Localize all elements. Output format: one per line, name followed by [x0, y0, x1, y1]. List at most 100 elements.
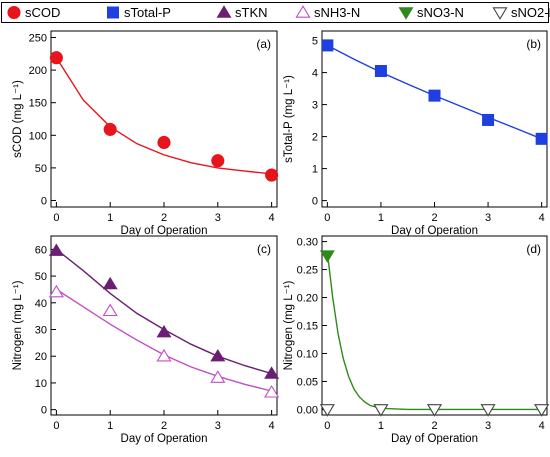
data-point: [535, 132, 548, 145]
x-tick-label: 4: [269, 212, 275, 224]
y-tick-label: 0.20: [297, 293, 318, 305]
data-point: [319, 250, 335, 263]
panel-label: (a): [256, 37, 271, 51]
x-tick-label: 4: [539, 420, 545, 432]
y-axis-label: sTotal-P (mg L⁻¹): [283, 75, 295, 163]
legend: sCOD sTotal-P sTKN sNH3-N sNO3-N sNO2-N: [1, 2, 550, 23]
x-tick-label: 1: [107, 212, 113, 224]
data-point: [264, 366, 280, 379]
y-tick-label: 5: [312, 36, 318, 48]
x-tick-label: 4: [269, 420, 275, 432]
y-tick-label: 50: [35, 271, 47, 283]
x-tick-label: 2: [431, 420, 437, 432]
x-tick-label: 3: [215, 420, 221, 432]
x-tick-label: 1: [378, 420, 384, 432]
chart-panel: 0 1 2 3 4 0 1 2 3 4 5 Day of Operation sTotal-P (mg …: [283, 30, 548, 237]
data-point: [428, 89, 441, 102]
y-tick-label: 0: [312, 196, 318, 208]
y-axis-label: sCOD (mg L⁻¹): [12, 80, 24, 158]
x-axis-label: Day of Operation: [391, 433, 478, 445]
y-tick-label: 200: [29, 65, 47, 77]
x-tick-label: 1: [378, 212, 384, 224]
data-point: [210, 348, 226, 362]
x-tick-label: 2: [431, 212, 437, 224]
chart-panel: 0 1 2 3 4 0.00 0.05 0.10 0.15 0.20 0.25 0.30 Day of …: [283, 235, 550, 445]
data-point: [49, 51, 63, 65]
plot-frame: [50, 30, 278, 208]
legend-frame: [1, 2, 549, 23]
y-tick-label: 250: [29, 33, 47, 45]
y-tick-label: 1: [312, 164, 318, 176]
legend-marker: [216, 5, 232, 18]
data-point: [48, 243, 64, 256]
legend-marker: [7, 5, 21, 20]
x-tick-label: 0: [324, 212, 330, 224]
data-point: [157, 135, 171, 150]
fit-line: [56, 288, 272, 392]
data-point: [103, 122, 117, 136]
legend-label: sCOD: [25, 5, 60, 20]
y-tick-label: 0.00: [297, 404, 318, 416]
x-tick-label: 2: [161, 212, 167, 224]
y-tick-label: 60: [35, 244, 47, 256]
data-point: [102, 303, 118, 317]
data-point: [48, 284, 64, 298]
data-point: [482, 113, 495, 126]
x-tick-label: 3: [485, 420, 491, 432]
y-tick-label: 0.15: [297, 321, 318, 333]
y-tick-label: 20: [35, 351, 47, 363]
legend-label: sNH3-N: [314, 5, 360, 20]
x-tick-label: 1: [107, 420, 113, 432]
y-tick-label: 0.05: [297, 376, 318, 388]
y-axis-label: Nitrogen (mg L⁻¹): [12, 280, 24, 370]
data-point: [102, 276, 118, 290]
data-point: [156, 348, 172, 362]
x-tick-label: 0: [53, 420, 59, 432]
plot-frame: [321, 30, 548, 208]
y-tick-label: 100: [29, 130, 47, 142]
chart-panel: 0 1 2 3 4 0 50 100 150 200 250 Day of Operation sCOD…: [12, 30, 279, 237]
y-tick-label: 150: [29, 98, 47, 110]
y-tick-label: 2: [312, 132, 318, 144]
panel-label: (c): [257, 242, 271, 256]
data-point: [319, 404, 335, 417]
legend-label: sTotal-P: [124, 5, 171, 20]
y-tick-label: 30: [35, 325, 47, 337]
legend-label: sNO2-N: [511, 5, 550, 20]
data-point: [321, 39, 334, 52]
data-point: [534, 404, 550, 417]
fit-line: [55, 57, 272, 175]
x-tick-label: 0: [324, 420, 330, 432]
data-point: [156, 324, 172, 338]
y-tick-label: 3: [312, 100, 318, 112]
panel-label: (b): [526, 37, 541, 51]
x-tick-label: 2: [161, 420, 167, 432]
x-axis-label: Day of Operation: [121, 433, 208, 445]
data-point: [374, 65, 387, 77]
legend-label: sNO3-N: [417, 5, 464, 20]
y-tick-label: 0.25: [297, 265, 318, 277]
y-tick-label: 0: [41, 405, 47, 417]
fit-line: [326, 252, 542, 411]
x-tick-label: 4: [539, 212, 545, 224]
x-tick-label: 3: [485, 212, 491, 224]
legend-label: sTKN: [235, 5, 268, 20]
legend-marker: [398, 7, 414, 20]
data-point: [211, 154, 225, 168]
y-tick-label: 50: [35, 163, 47, 175]
legend-marker: [107, 6, 119, 19]
y-axis-label: Nitrogen (mg L⁻¹): [283, 280, 295, 370]
y-tick-label: 4: [312, 68, 318, 80]
data-point: [264, 384, 280, 398]
plot-frame: [321, 235, 548, 416]
y-tick-label: 10: [35, 378, 47, 390]
x-axis-label: Day of Operation: [121, 225, 208, 237]
legend-marker: [295, 5, 311, 18]
data-point: [426, 404, 443, 417]
data-point: [265, 168, 279, 182]
x-axis-label: Day of Operation: [391, 225, 478, 237]
y-tick-label: 0: [41, 195, 47, 207]
